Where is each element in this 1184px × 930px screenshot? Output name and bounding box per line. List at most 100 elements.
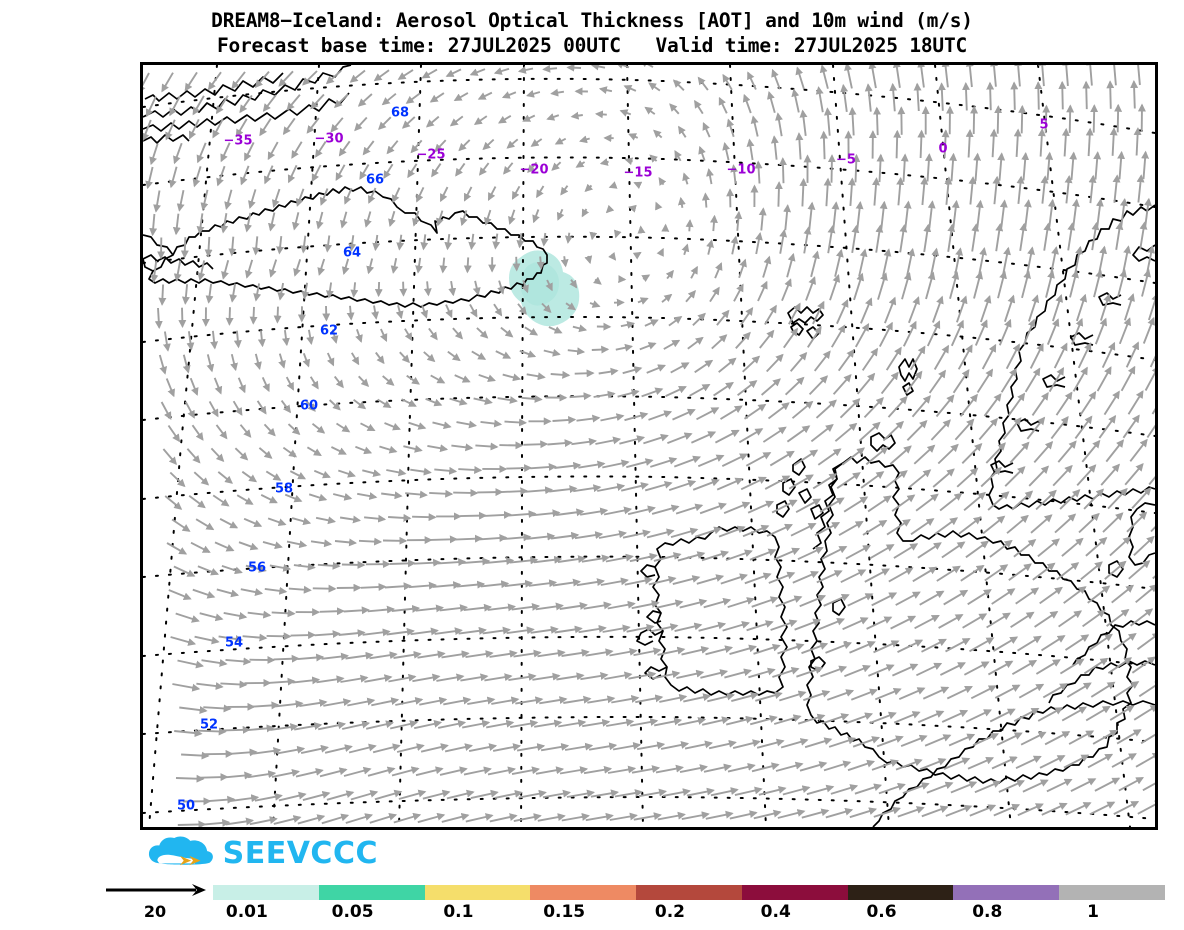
wind-arrow (1083, 488, 1105, 510)
wind-arrow (273, 306, 282, 324)
wind-arrow (734, 786, 763, 797)
wind-arrow (395, 304, 404, 320)
wind-arrow (452, 327, 464, 340)
wind-arrow (836, 472, 861, 489)
map-frame[interactable]: 68 66 64 62 60 58 56 54 52 50 −35 −30 −2… (140, 62, 1158, 830)
wind-arrow (432, 581, 462, 590)
wind-arrow (893, 543, 919, 559)
wind-arrow (913, 82, 922, 112)
wind-arrow (930, 247, 940, 276)
wind-arrow (310, 93, 325, 110)
wind-arrow (502, 373, 521, 382)
wind-arrow (286, 94, 301, 111)
wind-arrow (686, 787, 715, 797)
wind-arrow (590, 65, 606, 71)
wind-arrow (396, 743, 425, 753)
wind-arrow (652, 670, 681, 680)
wind-arrow (710, 214, 718, 232)
wind-arrow (1070, 317, 1084, 345)
wind-arrow (732, 739, 761, 750)
wind-arrow (1106, 80, 1115, 109)
wind-arrow (854, 783, 883, 795)
wind-arrow (771, 499, 798, 514)
wind-arrow (143, 72, 150, 94)
wind-arrow (893, 129, 902, 159)
wind-arrow (620, 320, 636, 329)
seevccc-logo[interactable]: SEEVCCC (148, 833, 378, 875)
wind-arrow (565, 302, 577, 311)
wind-arrow (282, 329, 290, 347)
wind-arrow (1065, 802, 1092, 816)
wind-arrow (516, 233, 525, 249)
wind-arrow (524, 326, 539, 336)
wind-arrow (628, 670, 657, 680)
wind-arrow (178, 307, 187, 329)
wind-arrow (583, 765, 613, 775)
wind-arrow (1042, 104, 1051, 134)
wind-arrow (517, 303, 527, 315)
wind-arrow (644, 319, 659, 327)
wind-arrow (602, 624, 631, 633)
map-canvas[interactable] (143, 65, 1155, 827)
colorbar-segment (530, 885, 637, 900)
wind-arrow (609, 647, 638, 657)
wind-arrow (286, 540, 308, 549)
wind-arrow (775, 595, 803, 608)
wind-arrow (192, 166, 202, 188)
wind-arrow (1062, 65, 1071, 86)
wind-arrow (970, 105, 979, 135)
wind-arrow (489, 813, 518, 823)
wind-arrow (745, 452, 772, 467)
wind-arrow (927, 200, 936, 229)
wind-arrow (444, 233, 453, 251)
wind-arrow (493, 303, 503, 317)
wind-arrow (405, 490, 428, 499)
wind-arrow (580, 671, 609, 681)
wind-arrow (706, 168, 714, 185)
wind-arrow (179, 706, 208, 714)
wind-arrow (742, 93, 752, 114)
wind-arrow (348, 235, 357, 252)
wind-arrow (446, 789, 475, 800)
wind-arrow (915, 662, 943, 677)
wind-arrow (708, 739, 737, 750)
wind-arrow (206, 795, 236, 804)
wind-arrow (784, 376, 805, 396)
wind-arrow (860, 297, 873, 324)
wind-arrow (600, 577, 629, 586)
wind-arrow (458, 139, 471, 152)
wind-arrow (624, 576, 653, 586)
wind-arrow (840, 569, 867, 584)
wind-arrow (934, 517, 959, 535)
wind-arrow (235, 118, 248, 138)
wind-arrow (706, 239, 714, 255)
wind-arrow (773, 714, 802, 725)
wind-arrow (969, 637, 995, 653)
wind-arrow (901, 271, 912, 300)
wind-arrow (1118, 776, 1145, 792)
wind-arrow (516, 743, 546, 752)
wind-arrow (315, 516, 336, 525)
wind-arrow (1026, 416, 1046, 440)
wind-arrow (694, 526, 723, 538)
wind-arrow (372, 743, 401, 754)
wind-arrow (1137, 65, 1141, 86)
wind-arrow (512, 256, 521, 272)
wind-arrow (932, 468, 955, 488)
wind-arrow (663, 339, 681, 350)
wind-arrow (775, 112, 783, 137)
wind-arrow (633, 812, 662, 821)
aot-colorbar[interactable]: 0.01 0.05 0.1 0.15 0.2 0.4 0.6 0.8 1 (213, 885, 1166, 925)
wind-arrow (1051, 294, 1064, 322)
wind-arrow (359, 164, 370, 180)
wind-arrow (962, 81, 971, 111)
wind-arrow (465, 650, 494, 659)
wind-arrow (646, 528, 675, 539)
wind-arrow (1138, 680, 1155, 698)
wind-arrow (275, 700, 304, 709)
wind-arrow (971, 223, 980, 252)
wind-arrow (1067, 222, 1076, 251)
wind-arrow (215, 95, 229, 115)
wind-arrow (535, 766, 565, 775)
wind-arrow (902, 320, 917, 347)
